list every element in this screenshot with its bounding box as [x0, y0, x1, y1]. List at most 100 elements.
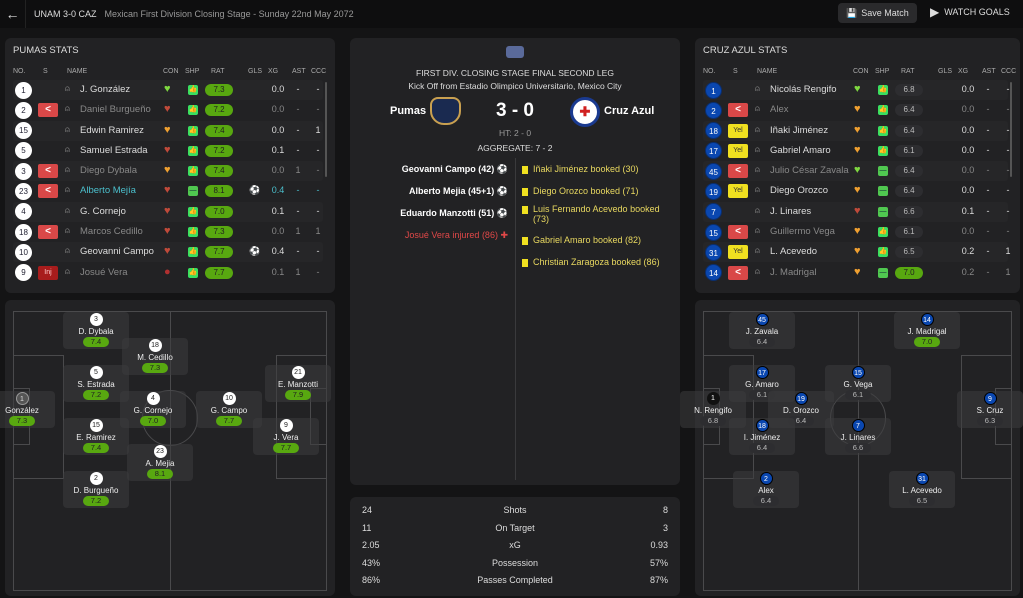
table-row[interactable]: 9 Inj ⍝ Josué Vera ● 👍 7.7 0.1 1 - [13, 263, 323, 283]
player-name[interactable]: Daniel Burgueño [80, 104, 151, 116]
table-row[interactable]: 15 < ⍝ Guillermo Vega ♥ 👍 6.1 0.0- - [703, 222, 1010, 242]
scrollbar[interactable] [325, 82, 327, 177]
player-card[interactable]: 14 J. Madrigal 7.0 [894, 312, 960, 349]
rating-pill: 6.6 [895, 205, 923, 218]
player-name[interactable]: L. Acevedo [770, 246, 818, 258]
player-card[interactable]: 7 J. Linares 6.6 [825, 418, 891, 455]
player-card[interactable]: 18 I. Jiménez 6.4 [729, 418, 795, 455]
column-header: S [43, 68, 48, 75]
player-card[interactable]: 5 S. Estrada 7.2 [63, 365, 129, 402]
player-name[interactable]: J. González [80, 84, 131, 95]
table-row[interactable]: 18 Yel ⍝ Iñaki Jiménez ♥ 👍 6.4 0.0- - [703, 120, 1010, 141]
player-name[interactable]: Alex [770, 104, 789, 116]
player-card[interactable]: 18 M. Cedillo 7.3 [122, 338, 188, 375]
ast-value: - [986, 104, 990, 115]
player-name[interactable]: G. Cornejo [80, 205, 126, 217]
xg-value: 0.4 [271, 246, 285, 257]
table-row[interactable]: 10 ⍝ Geovanni Campo ♥ 👍 7.7 ⚽ 0.4- - [13, 242, 323, 263]
player-card[interactable]: 3 D. Dybala 7.4 [63, 312, 129, 349]
player-name[interactable]: Gabriel Amaro [770, 144, 831, 156]
shirt-number: 2 [759, 472, 773, 485]
player-table: 1 ⍝ J. González ♥ 👍 7.3 0.0- -2 < ⍝ Daniel Burgueñ… [13, 80, 323, 283]
player-name[interactable]: Josué Vera [80, 266, 128, 278]
table-row[interactable]: 7 ⍝ J. Linares ♥ —6.6 0.1- - [703, 201, 1010, 222]
table-row[interactable]: 2 < ⍝ Alex ♥ 👍 6.4 0.0- - [703, 100, 1010, 120]
table-row[interactable]: 19 Yel ⍝ Diego Orozco ♥ —6.4 0.0- - [703, 181, 1010, 201]
player-name: L. Acevedo [902, 486, 942, 495]
away-team-name[interactable]: Cruz Azul [604, 105, 655, 117]
player-name[interactable]: J. Linares [770, 205, 812, 217]
player-card[interactable]: 2 D. Burgueño 7.2 [63, 471, 129, 508]
table-row[interactable]: 2 < ⍝ Daniel Burgueño ♥ 👍 7.2 0.0- - [13, 100, 323, 120]
shirt-number: 14 [705, 264, 722, 282]
player-name[interactable]: J. Madrigal [770, 266, 817, 278]
player-name[interactable]: Geovanni Campo [80, 246, 154, 258]
shirt-number: 5 [15, 142, 32, 160]
person-icon: ⍝ [755, 104, 760, 114]
player-name[interactable]: Samuel Estrada [80, 144, 148, 156]
player-name[interactable]: Diego Orozco [770, 185, 829, 197]
shirt-number: 1 [15, 81, 32, 99]
player-card[interactable]: 45 J. Zavala 6.4 [729, 312, 795, 349]
table-row[interactable]: 18 < ⍝ Marcos Cedillo ♥ 👍 7.3 0.0 1 1 [13, 222, 323, 242]
rating-pill: 7.2 [205, 104, 233, 117]
table-row[interactable]: 1 ⍝ Nicolás Rengifo ♥ 👍 6.8 0.0 - - [703, 80, 1010, 100]
xg-value: 0.0 [961, 84, 975, 94]
player-name[interactable]: Alberto Mejía [80, 185, 136, 197]
ccc-value: - [1006, 226, 1010, 237]
rating-pill: 7.7 [216, 416, 242, 426]
scrollbar[interactable] [1010, 82, 1012, 177]
player-card[interactable]: 15 E. Ramirez 7.4 [63, 418, 129, 455]
column-header: NO. [703, 68, 716, 75]
player-card[interactable]: 31 L. Acevedo 6.5 [889, 471, 955, 508]
rating-pill: 7.2 [83, 496, 109, 506]
player-card[interactable]: 4 G. Cornejo 7.0 [120, 391, 186, 428]
floppy-disk-icon: 💾 [846, 7, 858, 18]
rating-pill: 7.3 [142, 363, 168, 373]
player-name[interactable]: Nicolás Rengifo [770, 84, 837, 95]
back-button[interactable]: ← [0, 0, 26, 28]
table-row[interactable]: 15 ⍝ Edwin Ramirez ♥ 👍 7.4 0.0- 1 [13, 120, 323, 141]
neutral-icon: — [878, 206, 888, 217]
home-stat: 24 [362, 505, 373, 515]
table-row[interactable]: 1 ⍝ J. González ♥ 👍 7.3 0.0 - - [13, 80, 323, 100]
events-divider [515, 158, 516, 480]
watch-goals-button[interactable]: ▶ WATCH GOALS [930, 5, 1010, 19]
save-match-button[interactable]: 💾 Save Match [838, 3, 917, 23]
player-card[interactable]: 23 A. Mejia 8.1 [127, 444, 193, 481]
column-header: SHP [185, 68, 200, 75]
yellow-card-icon [522, 259, 528, 267]
shirt-number: 1 [706, 392, 720, 405]
neutral-icon: — [878, 267, 888, 278]
player-name[interactable]: Iñaki Jiménez [770, 124, 829, 136]
player-name[interactable]: Diego Dybala [80, 165, 138, 177]
player-card[interactable]: 15 G. Vega 6.1 [825, 365, 891, 402]
home-team-name[interactable]: Pumas [390, 105, 427, 117]
player-card[interactable]: 10 G. Campo 7.7 [196, 391, 262, 428]
table-row[interactable]: 45 < ⍝ Julio César Zavala ♥ —6.4 0.0- - [703, 161, 1010, 182]
ccc-value: - [316, 246, 320, 257]
player-name[interactable]: Guillermo Vega [770, 226, 835, 238]
player-card[interactable]: 2 Alex 6.4 [733, 471, 799, 508]
column-header: XG [268, 68, 279, 75]
table-row[interactable]: 17 Yel ⍝ Gabriel Amaro ♥ 👍 6.1 0.0- - [703, 141, 1010, 161]
shirt-number: 23 [153, 445, 167, 458]
ast-value: 1 [295, 266, 301, 277]
player-card[interactable]: 1 González 7.3 [0, 391, 55, 428]
xg-value: 0.0 [271, 84, 285, 94]
player-card[interactable]: 21 E. Manzotti 7.9 [265, 365, 331, 402]
shirt-number: 17 [755, 366, 769, 379]
player-card[interactable]: 9 J. Vera 7.7 [253, 418, 319, 455]
player-name[interactable]: Marcos Cedillo [80, 226, 143, 238]
player-card[interactable]: 9 S. Cruz 6.3 [957, 391, 1023, 428]
table-row[interactable]: 5 ⍝ Samuel Estrada ♥ 👍 7.2 0.1- - [13, 141, 323, 161]
player-card[interactable]: 1 N. Rengifo 6.8 [680, 391, 746, 428]
player-name[interactable]: Julio César Zavala [770, 165, 849, 177]
ast-value: - [296, 246, 300, 257]
player-name[interactable]: Edwin Ramirez [80, 124, 144, 136]
table-row[interactable]: 4 ⍝ G. Cornejo ♥ 👍 7.0 0.1- - [13, 201, 323, 222]
table-row[interactable]: 31 Yel ⍝ L. Acevedo ♥ 👍 6.5 0.2- 1 [703, 242, 1011, 263]
table-row[interactable]: 23 < ⍝ Alberto Mejía ♥ —8.1 ⚽ 0.4- - [13, 181, 323, 201]
table-row[interactable]: 3 < ⍝ Diego Dybala ♥ 👍 7.4 0.0 1 - [13, 161, 323, 182]
table-row[interactable]: 14 < ⍝ J. Madrigal ♥ — 7.0 0.2- 1 [703, 263, 1011, 283]
